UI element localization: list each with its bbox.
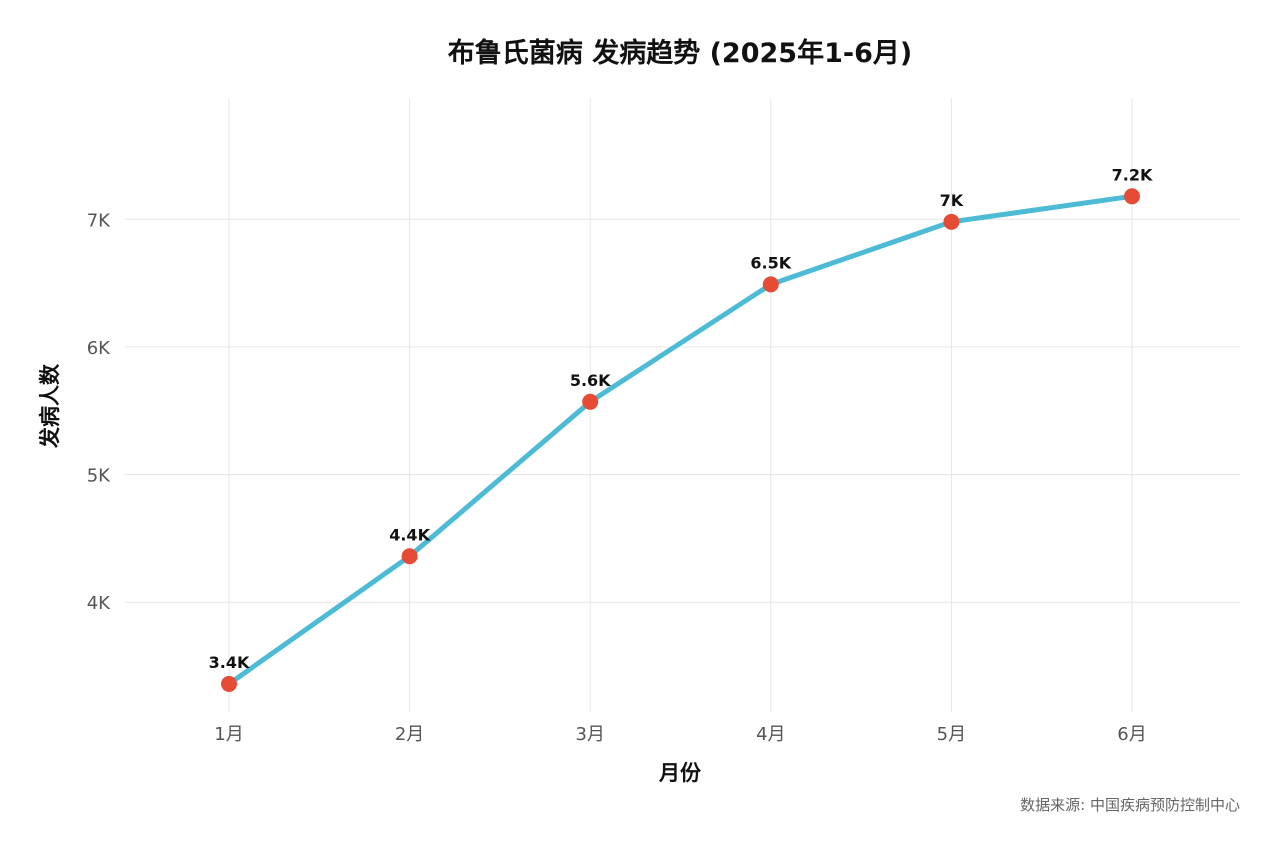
data-label: 4.4K bbox=[389, 525, 430, 544]
data-label: 6.5K bbox=[750, 253, 791, 272]
x-axis-ticks: 1月 2月 3月 4月 5月 6月 bbox=[214, 724, 1146, 745]
chart-title: 布鲁氏菌病 发病趋势 (2025年1-6月) bbox=[448, 37, 912, 69]
data-point bbox=[762, 276, 779, 293]
x-tick-label: 5月 bbox=[937, 724, 966, 745]
data-point bbox=[943, 213, 960, 230]
x-tick-label: 1月 bbox=[214, 724, 243, 745]
source-caption: 数据来源: 中国疾病预防控制中心 bbox=[1020, 796, 1240, 814]
data-point bbox=[1124, 188, 1140, 205]
series-line bbox=[226, 193, 1135, 687]
data-point bbox=[582, 393, 599, 410]
y-axis-ticks: 4K 5K 6K 7K bbox=[87, 210, 111, 614]
x-tick-label: 6月 bbox=[1117, 724, 1146, 745]
data-label: 7.2K bbox=[1112, 165, 1153, 184]
data-label: 5.6K bbox=[570, 371, 611, 390]
data-labels: 3.4K 4.4K 5.6K 6.5K 7K 7.2K bbox=[209, 165, 1153, 672]
y-tick-label: 4K bbox=[87, 593, 111, 614]
data-label: 7K bbox=[940, 191, 964, 210]
vertical-gridlines bbox=[228, 98, 1133, 712]
data-point bbox=[401, 548, 418, 565]
y-tick-label: 6K bbox=[87, 338, 111, 359]
x-tick-label: 2月 bbox=[395, 724, 424, 745]
data-point bbox=[221, 675, 237, 692]
y-tick-label: 7K bbox=[87, 210, 111, 231]
x-tick-label: 3月 bbox=[575, 724, 604, 745]
y-tick-label: 5K bbox=[87, 466, 111, 487]
x-tick-label: 4月 bbox=[756, 724, 785, 745]
x-axis-title: 月份 bbox=[658, 761, 702, 785]
horizontal-gridlines bbox=[125, 218, 1240, 603]
y-axis-title: 发病人数 bbox=[38, 363, 62, 449]
data-points bbox=[221, 188, 1140, 692]
data-label: 3.4K bbox=[209, 653, 250, 672]
